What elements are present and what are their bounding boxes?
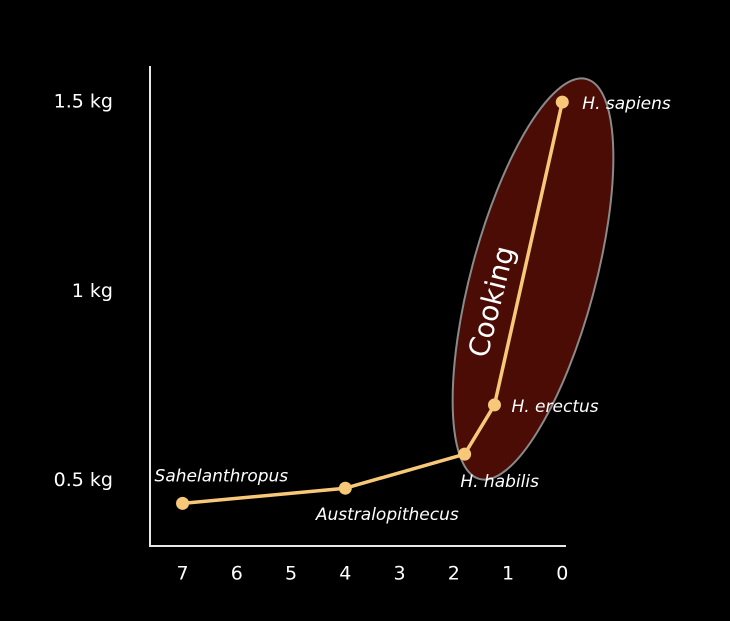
data-point bbox=[487, 398, 501, 412]
y-tick-label: 0.5 kg bbox=[54, 469, 113, 491]
x-tick-label: 3 bbox=[393, 563, 405, 585]
data-point bbox=[176, 496, 190, 510]
x-tick-label: 6 bbox=[231, 563, 243, 585]
y-tick-label: 1.5 kg bbox=[54, 91, 113, 113]
point-label: Australopithecus bbox=[315, 505, 459, 525]
x-tick-label: 1 bbox=[502, 563, 514, 585]
x-tick-label: 4 bbox=[339, 563, 351, 585]
point-label: H. erectus bbox=[511, 397, 598, 417]
y-tick-label: 1 kg bbox=[72, 280, 113, 302]
cooking-highlight bbox=[451, 77, 615, 481]
data-point bbox=[338, 481, 352, 495]
x-tick-label: 7 bbox=[177, 563, 189, 585]
data-point bbox=[555, 95, 569, 109]
x-tick-label: 0 bbox=[556, 563, 568, 585]
data-point bbox=[458, 447, 472, 461]
x-tick-label: 5 bbox=[285, 563, 297, 585]
point-label: H. habilis bbox=[460, 472, 539, 492]
point-label: Sahelanthropus bbox=[155, 466, 289, 486]
x-tick-label: 2 bbox=[448, 563, 460, 585]
point-label: H. sapiens bbox=[582, 94, 671, 114]
cooking-ellipse bbox=[451, 77, 615, 481]
